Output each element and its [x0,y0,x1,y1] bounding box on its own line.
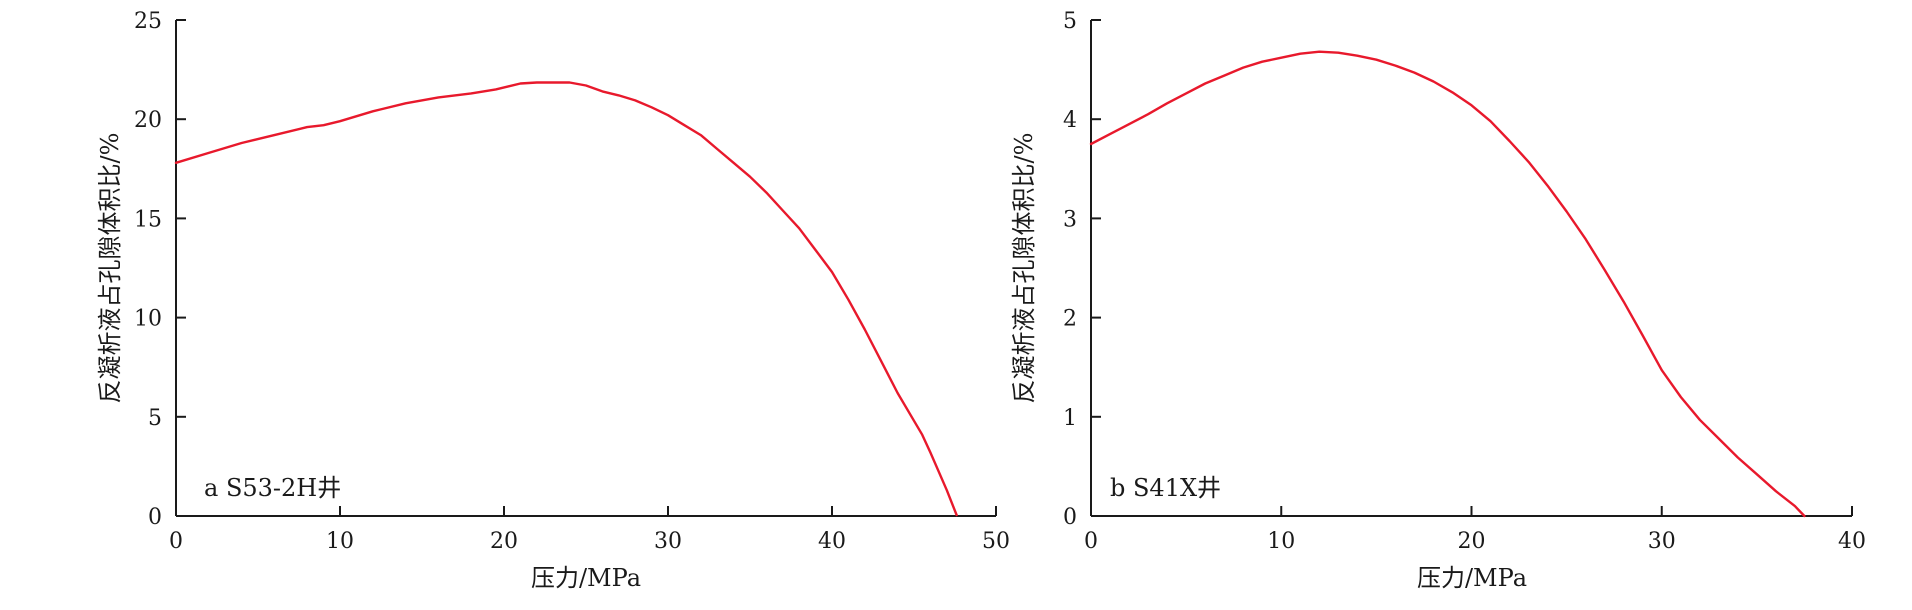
panel-b-y-tick-label: 2 [1063,307,1077,332]
panel-b-x-axis-title: 压力/MPa [1417,564,1527,592]
panel-b-series [1089,50,1806,518]
panel-a-y-tick-label: 20 [134,108,162,133]
panel-a-y-tick-label: 5 [148,406,162,431]
panel-b-label: b S41X井 [1110,474,1221,502]
panel-a-y-tick-label: 0 [148,505,162,530]
panel-a-y-axis-title: 反凝析液占孔隙体积比/% [96,133,124,404]
panel-a-x-tick-label: 50 [982,529,1010,554]
panel-b-x-tick-label: 0 [1084,529,1098,554]
panel-b-y-tick-label: 1 [1063,406,1077,431]
panel-a-y-tick-label: 10 [134,307,162,332]
panel-b-y-tick-label: 3 [1063,207,1077,232]
panel-a-y-tick-label: 15 [134,207,162,232]
panel-b-x-tick-label: 20 [1458,529,1486,554]
panel-b-x-tick-label: 40 [1838,529,1866,554]
panel-a-x-tick-label: 0 [169,529,183,554]
panel-a-x-axis-title: 压力/MPa [531,564,641,592]
panel-b-y-tick-label: 5 [1063,9,1077,34]
panel-a-x-tick-label: 40 [818,529,846,554]
panel-a-y-ticks: 0 5 10 15 20 25 [134,9,186,530]
panel-b-series-line [1089,50,1806,518]
panel-b-x-tick-label: 10 [1267,529,1295,554]
panel-a-label: a S53-2H井 [204,474,341,502]
panel-b-y-axis-title: 反凝析液占孔隙体积比/% [1010,133,1038,404]
panel-a-x-tick-label: 30 [654,529,682,554]
panel-b-y-tick-label: 0 [1063,505,1077,530]
chart-panel-b: 0 10 20 30 40 0 1 2 3 4 5 b S41X井 压力/MPa 反凝析液占孔隙体… [1010,9,1866,592]
panel-a-series [174,81,958,517]
panel-b-y-tick-label: 4 [1063,108,1077,133]
panel-b-y-ticks: 0 1 2 3 4 5 [1063,9,1101,530]
panel-a-x-ticks: 0 10 20 30 40 50 [169,506,1010,554]
panel-a-series-line [174,81,958,517]
panel-a-x-tick-label: 20 [490,529,518,554]
panel-b-x-tick-label: 30 [1648,529,1676,554]
panel-a-x-tick-label: 10 [326,529,354,554]
panel-a-y-tick-label: 25 [134,9,162,34]
panel-b-x-ticks: 0 10 20 30 40 [1084,506,1866,554]
